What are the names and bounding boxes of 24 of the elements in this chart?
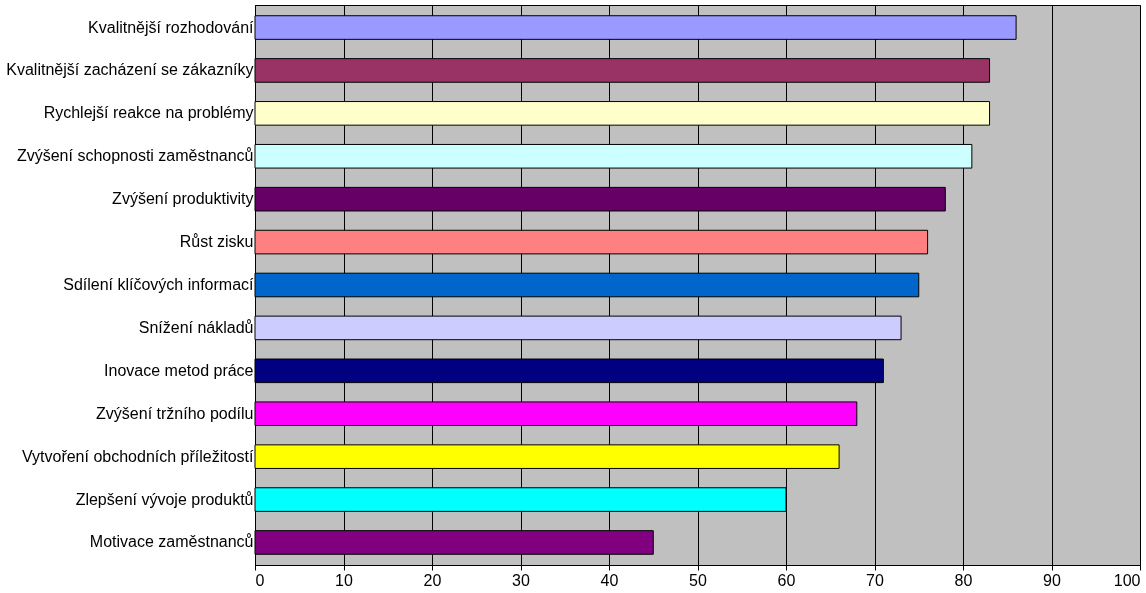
x-tick-label: 10	[335, 571, 353, 589]
x-tick-label: 90	[1043, 571, 1061, 589]
x-tick-label: 100	[1113, 571, 1141, 589]
x-tick-label: 30	[512, 571, 530, 589]
y-tick-label: Rychlejší reakce na problémy	[43, 104, 254, 122]
y-tick-label: Zvýšení schopnosti zaměstnanců	[16, 147, 254, 165]
y-tick-label: Zlepšení vývoje produktů	[75, 490, 254, 508]
y-tick-label: Zvýšení produktivity	[112, 190, 254, 208]
y-tick-label: Růst zisku	[179, 233, 254, 251]
x-tick-label: 40	[600, 571, 619, 589]
y-tick-label: Motivace zaměstnanců	[89, 533, 254, 551]
y-tick-label: Snížení nákladů	[138, 318, 254, 336]
x-tick-label: 50	[689, 571, 707, 589]
y-tick-label: Inovace metod práce	[104, 361, 254, 379]
y-tick-label: Vytvoření obchodních příležitostí	[21, 447, 255, 465]
y-tick-label: Sdílení klíčových informací	[63, 276, 255, 293]
y-tick-label: Kvalitnější rozhodování	[88, 18, 255, 36]
y-tick-label: Kvalitnější zacházení se zákazníky	[6, 61, 254, 79]
x-tick-label: 0	[255, 571, 265, 589]
y-tick-label: Zvýšení tržního podílu	[96, 404, 254, 422]
x-tick-label: 70	[866, 571, 884, 589]
x-tick-label: 20	[423, 571, 442, 589]
x-tick-label: 80	[954, 571, 973, 589]
x-tick-label: 60	[777, 571, 796, 589]
